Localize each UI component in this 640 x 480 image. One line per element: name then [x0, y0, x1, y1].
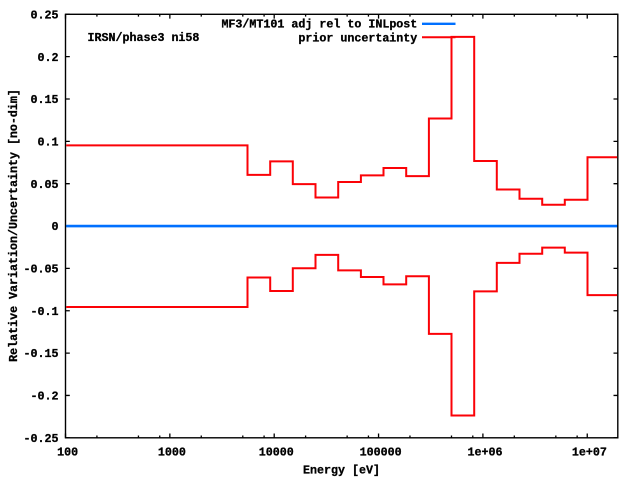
- svg-text:0.05: 0.05: [31, 178, 59, 192]
- svg-text:0.25: 0.25: [31, 8, 59, 22]
- svg-text:0.2: 0.2: [38, 51, 59, 65]
- svg-text:1e+07: 1e+07: [572, 446, 607, 460]
- svg-text:0.1: 0.1: [38, 135, 59, 149]
- svg-text:1000: 1000: [158, 446, 186, 460]
- svg-text:0: 0: [52, 220, 59, 234]
- svg-text:10000: 10000: [259, 446, 294, 460]
- svg-text:Relative Variation/Uncertainty: Relative Variation/Uncertainty [no-dim]: [7, 89, 21, 362]
- svg-text:Energy [eV]: Energy [eV]: [303, 464, 380, 478]
- svg-text:100: 100: [57, 446, 78, 460]
- svg-text:-0.2: -0.2: [31, 390, 59, 404]
- svg-text:MF3/MT101 adj rel to INLpost: MF3/MT101 adj rel to INLpost: [221, 17, 417, 31]
- svg-text:IRSN/phase3 ni58: IRSN/phase3 ni58: [88, 31, 200, 45]
- svg-text:-0.15: -0.15: [24, 347, 59, 361]
- svg-text:-0.25: -0.25: [24, 432, 59, 446]
- svg-text:1e+06: 1e+06: [468, 446, 503, 460]
- svg-text:prior uncertainty: prior uncertainty: [298, 31, 417, 45]
- svg-text:100000: 100000: [360, 446, 402, 460]
- svg-text:0.15: 0.15: [31, 93, 59, 107]
- svg-text:-0.1: -0.1: [31, 305, 59, 319]
- svg-text:-0.05: -0.05: [24, 263, 59, 277]
